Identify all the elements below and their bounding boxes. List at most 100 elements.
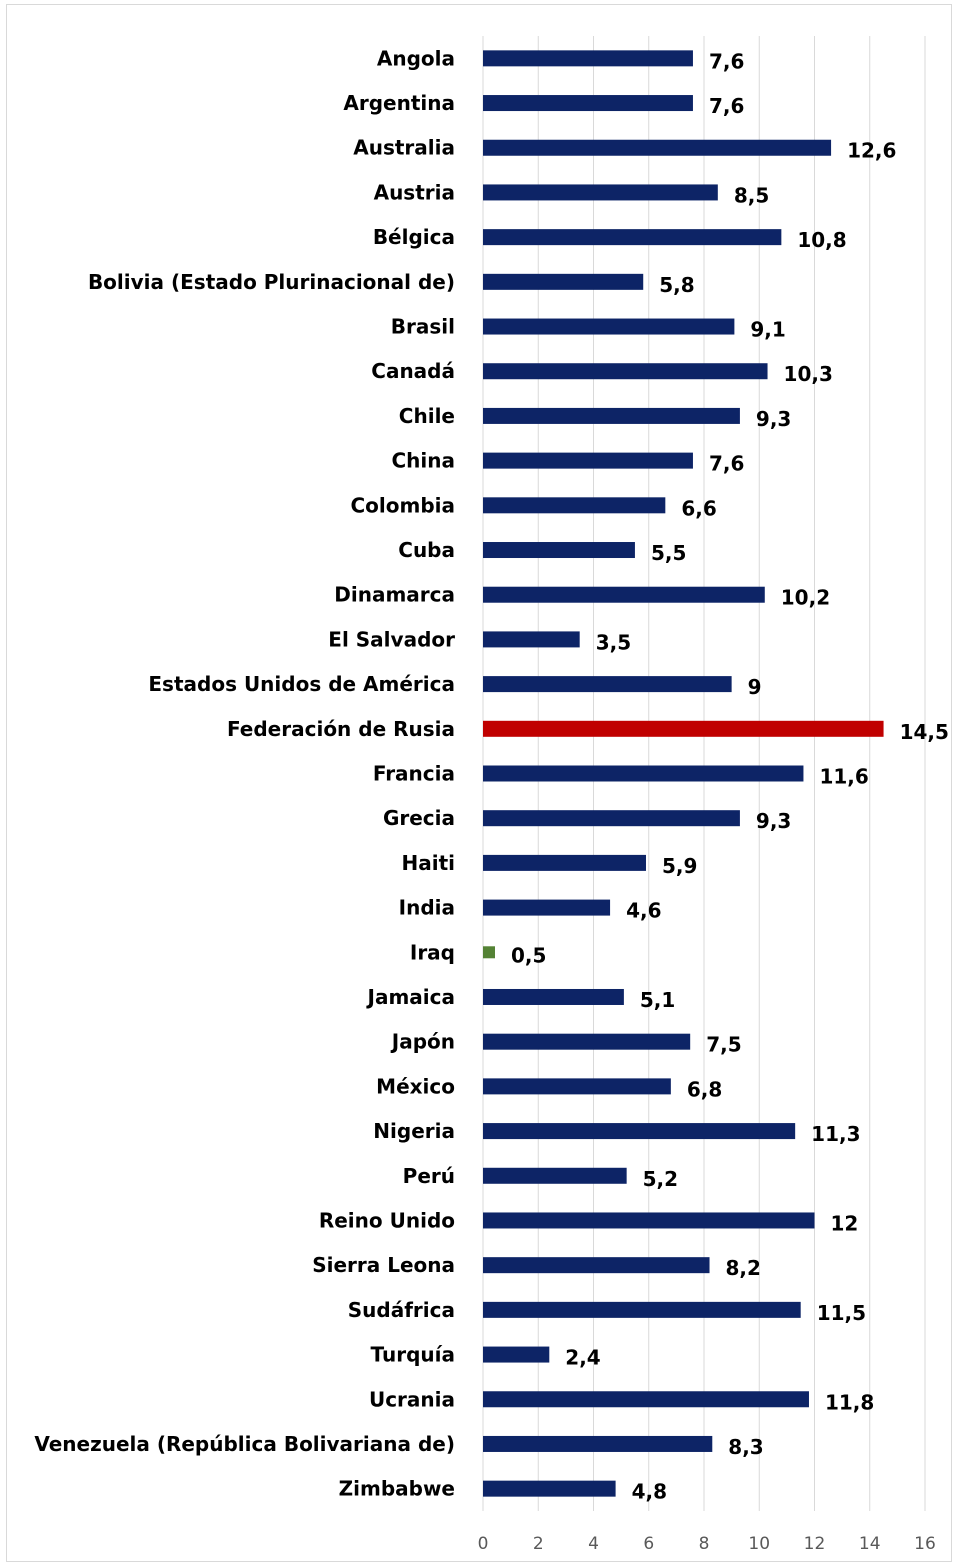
category-label: Sudáfrica	[348, 1298, 455, 1322]
category-label: Sierra Leona	[312, 1253, 455, 1277]
value-label: 0,5	[511, 943, 546, 967]
bar-22	[483, 1033, 691, 1050]
value-label: 10,3	[784, 362, 833, 386]
value-label: 9,1	[750, 318, 785, 342]
x-tick-label: 12	[804, 1534, 826, 1554]
category-label: El Salvador	[328, 627, 455, 651]
value-label: 9,3	[756, 407, 791, 431]
bar-25	[483, 1167, 627, 1184]
bar-29	[483, 1346, 550, 1363]
value-label: 8,5	[734, 183, 769, 207]
bar-7	[483, 363, 768, 380]
bar-5	[483, 273, 644, 290]
x-tick-label: 6	[643, 1534, 654, 1554]
bar-23	[483, 1078, 671, 1095]
value-label: 11,8	[825, 1390, 874, 1414]
category-label: Japón	[390, 1030, 455, 1054]
value-label: 5,9	[662, 854, 697, 878]
category-labels: Angola Argentina Australia Austria Bélgica Bo…	[34, 46, 455, 1500]
value-label: 5,1	[640, 988, 675, 1012]
x-tick-label: 10	[748, 1534, 770, 1554]
category-label: Zimbabwe	[339, 1477, 455, 1501]
x-tick-label: 2	[533, 1534, 544, 1554]
category-label: Haiti	[401, 851, 455, 875]
value-label: 5,5	[651, 541, 686, 565]
category-label: Estados Unidos de América	[148, 672, 455, 696]
bar-3	[483, 184, 718, 201]
bar-16	[483, 765, 804, 782]
category-label: China	[391, 449, 455, 473]
value-label: 9,3	[756, 809, 791, 833]
bar-24	[483, 1123, 796, 1140]
bar-31	[483, 1435, 713, 1452]
category-label: Colombia	[350, 493, 455, 517]
value-label: 14,5	[900, 720, 949, 744]
bar-17	[483, 810, 740, 827]
x-tick-label: 0	[478, 1534, 489, 1554]
value-label: 7,5	[706, 1033, 741, 1057]
value-label: 5,2	[643, 1167, 678, 1191]
value-label: 7,6	[709, 94, 744, 118]
value-labels: 7,6 7,6 12,6 8,5 10,8 5,8 9,1 10,3 9,3 7,6 6,6 5,5 1…	[511, 49, 949, 1503]
bar-28	[483, 1301, 801, 1318]
bar-10	[483, 497, 666, 514]
bar-6	[483, 318, 735, 335]
category-label: Venezuela (República Bolivariana de)	[34, 1432, 455, 1456]
value-label: 3,5	[596, 630, 631, 654]
category-label: Bolivia (Estado Plurinacional de)	[88, 270, 455, 294]
value-label: 4,8	[632, 1480, 667, 1504]
value-label: 6,8	[687, 1077, 722, 1101]
bar-0	[483, 50, 693, 67]
bar-2	[483, 139, 832, 156]
category-label: Perú	[403, 1164, 455, 1188]
value-label: 11,6	[819, 765, 868, 789]
value-label: 12,6	[847, 139, 896, 163]
category-label: Australia	[353, 136, 455, 160]
chart-frame	[6, 4, 952, 1562]
category-label: Grecia	[383, 806, 455, 830]
bar-21	[483, 988, 624, 1005]
value-label: 11,5	[817, 1301, 866, 1325]
value-label: 4,6	[626, 899, 661, 923]
bar-19	[483, 899, 611, 916]
bar-32	[483, 1480, 616, 1497]
category-label: Cuba	[398, 538, 455, 562]
value-label: 6,6	[681, 496, 716, 520]
value-label: 5,8	[659, 273, 694, 297]
value-label: 11,3	[811, 1122, 860, 1146]
category-label: Reino Unido	[319, 1208, 455, 1232]
bar-15	[483, 720, 884, 737]
value-label: 8,2	[726, 1256, 761, 1280]
bar-18	[483, 854, 646, 871]
bars	[483, 50, 884, 1497]
bar-14	[483, 676, 732, 693]
category-label: Iraq	[410, 940, 455, 964]
x-tick-label: 4	[588, 1534, 599, 1554]
category-label: Angola	[377, 46, 455, 70]
bar-12	[483, 586, 765, 603]
x-tick-label: 14	[859, 1534, 881, 1554]
x-tick-label: 8	[699, 1534, 710, 1554]
category-label: Jamaica	[366, 985, 455, 1009]
value-label: 7,6	[709, 49, 744, 73]
value-label: 10,2	[781, 586, 830, 610]
bar-11	[483, 542, 635, 559]
category-label: Chile	[399, 404, 455, 428]
category-label: Argentina	[343, 91, 455, 115]
value-label: 10,8	[797, 228, 846, 252]
value-label: 8,3	[728, 1435, 763, 1459]
value-label: 12	[831, 1211, 859, 1235]
bar-9	[483, 452, 693, 469]
category-label: Nigeria	[373, 1119, 455, 1143]
category-label: Brasil	[391, 315, 455, 339]
bar-26	[483, 1212, 815, 1229]
value-label: 7,6	[709, 452, 744, 476]
bar-4	[483, 229, 782, 246]
x-axis-ticks: 0 2 4 6 8 10 12 14 16	[478, 1534, 936, 1554]
x-tick-label: 16	[914, 1534, 936, 1554]
bar-27	[483, 1257, 710, 1274]
category-label: Bélgica	[373, 225, 455, 249]
category-label: México	[376, 1074, 455, 1098]
value-label: 9	[748, 675, 762, 699]
